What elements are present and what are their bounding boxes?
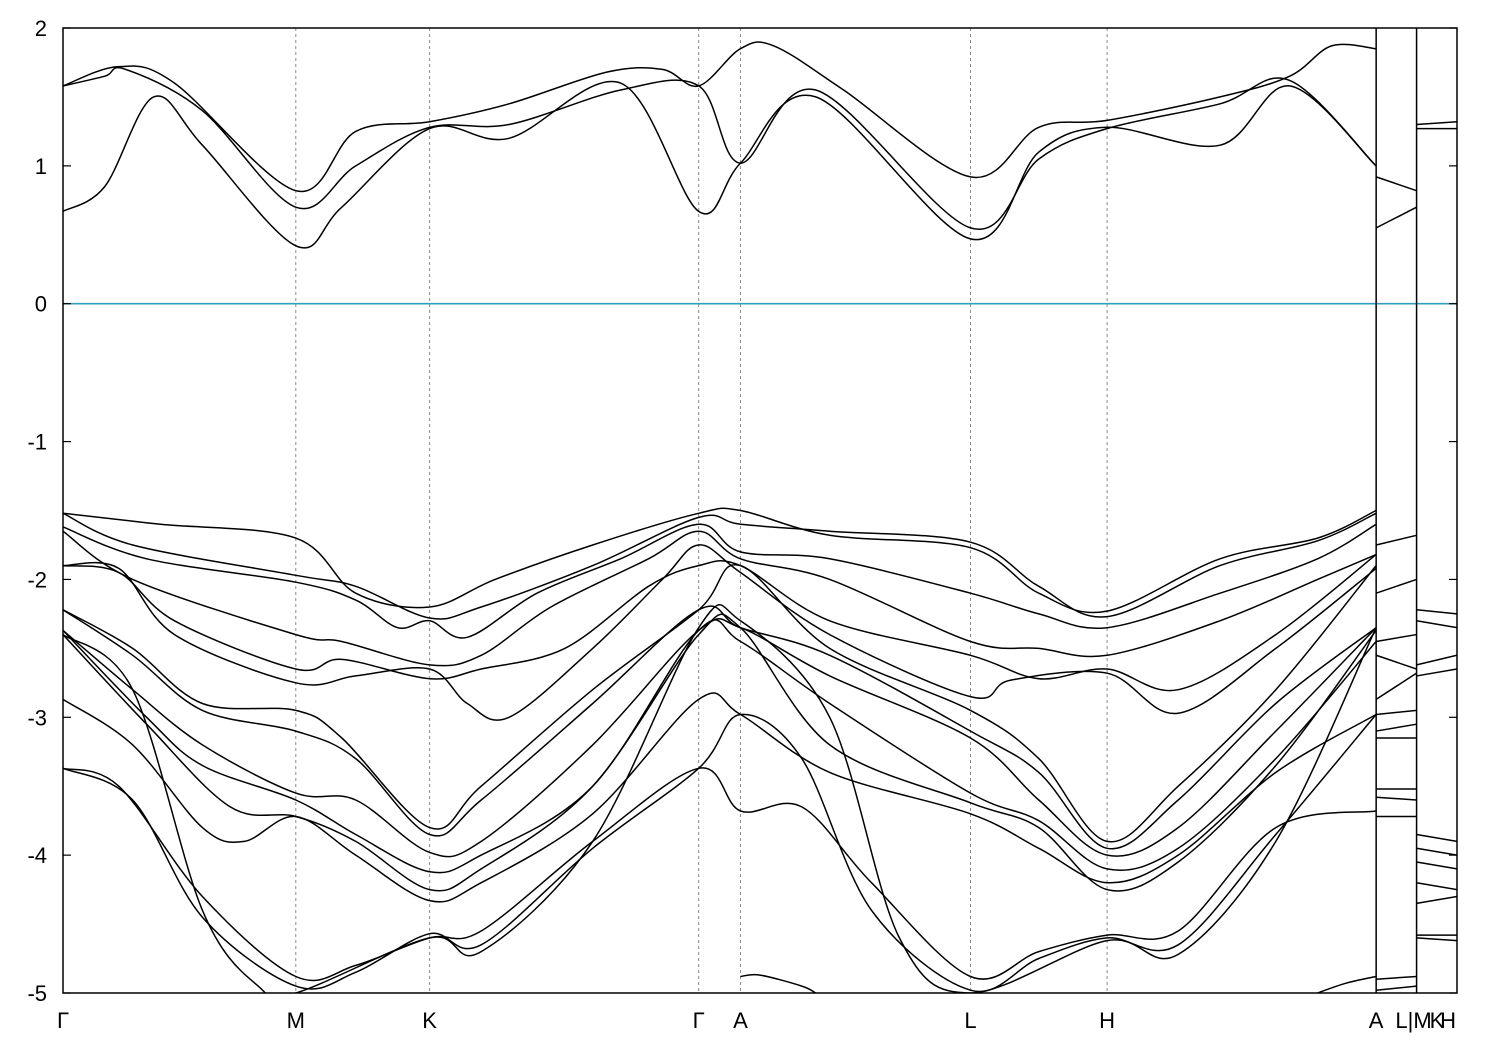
kpoint-label-3: Γ [693,1008,705,1033]
segment-kh-band-9 [1416,861,1457,870]
band-13 [63,619,1377,874]
segment-lm-band-5 [1376,633,1417,643]
kpoint-gridlines [295,28,1418,993]
ytick-label: -3 [27,705,47,730]
kpoint-label-5: L [964,1008,976,1033]
kpoint-label-6: H [1099,1008,1115,1033]
band-3 [63,41,1377,193]
band-17 [63,713,1377,993]
ytick-label: -4 [27,843,47,868]
band-5 [63,512,1377,620]
band-1 [63,80,1377,249]
segment-lm-band-6 [1375,654,1417,670]
segment-kh-band-1 [1416,120,1457,126]
kpoint-label-0: Γ [57,1008,69,1033]
band-16 [63,767,1377,982]
ytick-label: 0 [35,292,47,317]
band-11 [63,605,1377,850]
band-8 [63,554,1377,692]
segment-lm-band-15 [1376,985,1417,991]
kpoint-labels: Γ M K Γ A L H A L|MKH [57,1008,1456,1033]
band-10 [63,563,1377,843]
side-segments [1375,28,1457,993]
segment-kh-band-3 [1416,609,1457,615]
segment-lm-band-1 [1375,176,1417,192]
ytick-label: -1 [27,430,47,455]
segment-lm-band-4 [1375,578,1417,594]
segment-kh-band-8 [1416,847,1457,856]
segment-kh-band-6 [1416,668,1457,677]
band-15 [63,692,1377,903]
band-7 [63,530,1377,667]
segment-lm-band-7 [1375,672,1417,700]
ytick-label: -5 [27,981,47,1006]
segment-lm-band-9 [1376,723,1417,732]
kpoint-label-7: A [1369,1008,1384,1033]
kpoint-label-1: M [287,1008,305,1033]
bands [63,41,1377,993]
kpoint-label-9: K [1430,1008,1445,1033]
ytick-label: 2 [35,16,47,41]
band-6 [63,523,1377,639]
plot-frame [62,27,1458,994]
segment-kh-band-10 [1416,881,1457,891]
band-4 [63,507,1377,614]
segment-lm-band-8 [1376,709,1417,716]
kpoint-label-4: A [733,1008,748,1033]
band-9 [63,544,1377,721]
ytick-label: -2 [27,567,47,592]
segment-lm-band-2 [1375,206,1417,229]
band-2 [63,66,1377,231]
band-18 [63,604,1377,993]
segment-lm-band-12 [1376,796,1417,801]
segment-kh-band-11 [1416,895,1457,905]
segment-kh-band-13 [1416,937,1457,942]
kpoint-label-10: H [1440,1008,1456,1033]
segment-kh-band-7 [1416,833,1457,843]
segment-kh-band-5 [1416,654,1457,666]
kpoint-label-8: L|M [1395,1008,1431,1033]
segment-lm-band-3 [1375,534,1417,546]
band-19 [740,973,817,993]
band-20 [1317,975,1377,993]
segment-kh-band-4 [1416,620,1457,629]
segment-lm-band-14 [1376,975,1417,980]
kpoint-label-2: K [422,1008,437,1033]
band-14 [63,613,1377,892]
ytick-label: 1 [35,154,47,179]
